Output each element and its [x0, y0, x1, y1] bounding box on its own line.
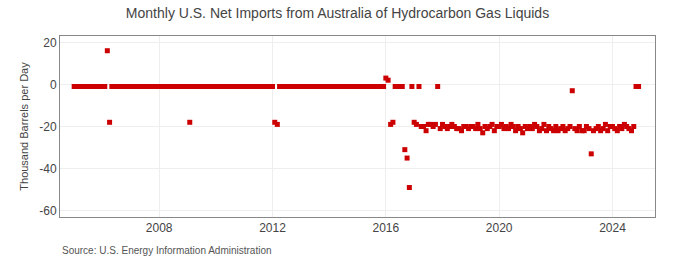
svg-text:-40: -40	[39, 162, 57, 176]
svg-text:2012: 2012	[259, 221, 286, 235]
svg-text:Thousand Barrels per Day: Thousand Barrels per Day	[18, 62, 30, 191]
svg-text:2016: 2016	[372, 221, 399, 235]
svg-text:2020: 2020	[486, 221, 513, 235]
svg-text:0: 0	[50, 78, 57, 92]
svg-text:-60: -60	[39, 204, 57, 218]
svg-text:20: 20	[43, 36, 57, 50]
svg-text:Source: U.S. Energy Informatio: Source: U.S. Energy Information Administ…	[62, 245, 272, 256]
svg-text:2008: 2008	[146, 221, 173, 235]
svg-text:Monthly U.S. Net Imports from: Monthly U.S. Net Imports from Australia …	[126, 5, 549, 21]
svg-text:2024: 2024	[599, 221, 626, 235]
svg-text:-20: -20	[39, 120, 57, 134]
